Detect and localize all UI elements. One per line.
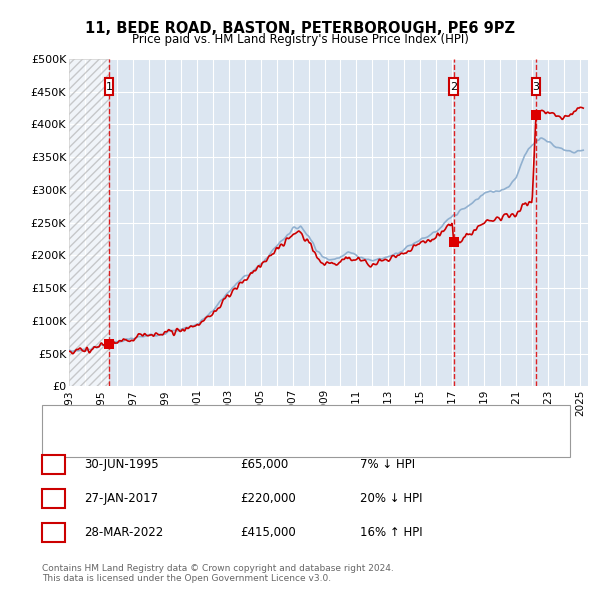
Text: Contains HM Land Registry data © Crown copyright and database right 2024.
This d: Contains HM Land Registry data © Crown c…	[42, 563, 394, 583]
Text: 2: 2	[450, 82, 457, 92]
Text: 2: 2	[50, 492, 57, 505]
Text: 30-JUN-1995: 30-JUN-1995	[84, 458, 158, 471]
Text: 16% ↑ HPI: 16% ↑ HPI	[360, 526, 422, 539]
Text: £220,000: £220,000	[240, 492, 296, 505]
FancyBboxPatch shape	[104, 78, 113, 96]
Text: 1: 1	[106, 82, 112, 92]
FancyBboxPatch shape	[532, 78, 541, 96]
Text: 1: 1	[50, 458, 57, 471]
Text: 20% ↓ HPI: 20% ↓ HPI	[360, 492, 422, 505]
Text: HPI: Average price, detached house, South Kesteven: HPI: Average price, detached house, Sout…	[87, 438, 380, 448]
Text: £415,000: £415,000	[240, 526, 296, 539]
Text: 11, BEDE ROAD, BASTON, PETERBOROUGH, PE6 9PZ: 11, BEDE ROAD, BASTON, PETERBOROUGH, PE6…	[85, 21, 515, 35]
Text: £65,000: £65,000	[240, 458, 288, 471]
FancyBboxPatch shape	[449, 78, 458, 96]
Text: 3: 3	[50, 526, 57, 539]
Text: 11, BEDE ROAD, BASTON, PETERBOROUGH, PE6 9PZ (detached house): 11, BEDE ROAD, BASTON, PETERBOROUGH, PE6…	[87, 415, 482, 425]
Text: 28-MAR-2022: 28-MAR-2022	[84, 526, 163, 539]
Text: 3: 3	[532, 82, 539, 92]
Text: 7% ↓ HPI: 7% ↓ HPI	[360, 458, 415, 471]
Bar	[69, 59, 109, 386]
Text: 27-JAN-2017: 27-JAN-2017	[84, 492, 158, 505]
Text: Price paid vs. HM Land Registry's House Price Index (HPI): Price paid vs. HM Land Registry's House …	[131, 33, 469, 46]
